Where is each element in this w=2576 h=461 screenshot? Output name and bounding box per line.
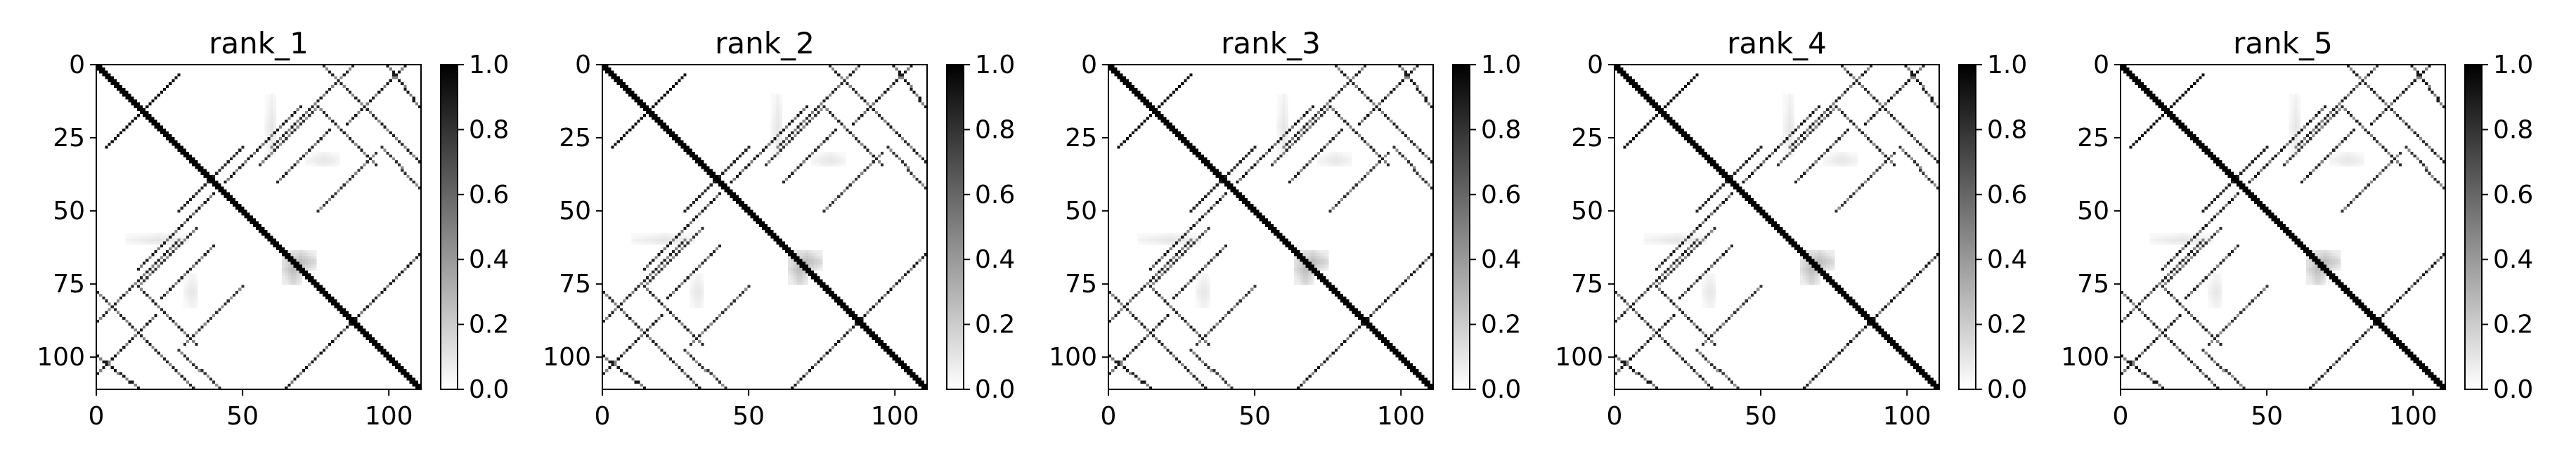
colorbar-tick-label: 0.2 bbox=[975, 311, 1015, 339]
x-tick-label: 50 bbox=[1238, 402, 1271, 431]
y-tick-label: 0 bbox=[1587, 51, 1603, 79]
y-tick-label: 0 bbox=[69, 51, 85, 79]
y-tick-label: 75 bbox=[1065, 270, 1097, 299]
colorbar-tick-label: 0.2 bbox=[1481, 311, 1521, 339]
x-tick-label: 50 bbox=[2251, 402, 2283, 431]
heatmap-image bbox=[96, 65, 421, 389]
x-tick-label: 50 bbox=[1745, 402, 1777, 431]
colorbar-tick-label: 0.4 bbox=[1481, 245, 1521, 274]
panel-title: rank_5 bbox=[2233, 26, 2333, 60]
heatmap-image bbox=[602, 65, 927, 389]
axes-frame bbox=[1108, 64, 1434, 390]
x-tick-label: 100 bbox=[365, 402, 413, 431]
heatmap-panel-5: rank_5 0 25 50 75 100 0 50 100 0.0 0.2 0.4 0.6 0.8 1.0 bbox=[2061, 26, 2533, 431]
axes-frame bbox=[2120, 64, 2446, 390]
y-tick-label: 50 bbox=[2077, 197, 2109, 226]
colorbar-tick-label: 0.4 bbox=[1987, 245, 2027, 274]
colorbar-tick-label: 1.0 bbox=[2493, 51, 2533, 79]
heatmap-image bbox=[1614, 65, 1939, 389]
y-tick-label: 50 bbox=[1065, 197, 1097, 226]
y-tick-label: 75 bbox=[53, 270, 85, 299]
colorbar-tick-label: 0.4 bbox=[975, 245, 1015, 274]
colorbar-tick-label: 0.2 bbox=[1987, 311, 2027, 339]
y-tick-label: 0 bbox=[2093, 51, 2109, 79]
panel-title: rank_1 bbox=[209, 26, 309, 60]
colorbar-tick-label: 0.4 bbox=[2493, 245, 2533, 274]
colorbar-tick-label: 1.0 bbox=[1481, 51, 1521, 79]
heatmap-image bbox=[2121, 65, 2445, 389]
y-tick-label: 75 bbox=[559, 270, 591, 299]
colorbar-tick-label: 0.0 bbox=[469, 375, 509, 404]
y-tick-label: 25 bbox=[1571, 124, 1603, 152]
x-tick-label: 0 bbox=[89, 402, 105, 431]
colorbar bbox=[440, 64, 458, 390]
heatmap-panel-1: rank_1 0 25 50 75 100 0 50 100 0.0 0.2 0.4 0.6 0.8 1.0 bbox=[37, 26, 509, 431]
y-tick-label: 100 bbox=[1049, 343, 1097, 372]
x-tick-label: 50 bbox=[732, 402, 765, 431]
y-tick-label: 25 bbox=[1065, 124, 1097, 152]
colorbar-tick-label: 0.0 bbox=[1987, 375, 2027, 404]
y-tick-label: 100 bbox=[543, 343, 591, 372]
colorbar-tick-label: 0.0 bbox=[2493, 375, 2533, 404]
y-tick-label: 100 bbox=[2061, 343, 2109, 372]
y-tick-label: 25 bbox=[53, 124, 85, 152]
colorbar bbox=[1958, 64, 1976, 390]
colorbar bbox=[2464, 64, 2483, 390]
colorbar-tick-label: 0.6 bbox=[975, 181, 1015, 209]
panel-title: rank_4 bbox=[1727, 26, 1827, 60]
colorbar-tick-label: 0.0 bbox=[1481, 375, 1521, 404]
colorbar-tick-label: 0.8 bbox=[2493, 115, 2533, 144]
colorbar-tick-label: 0.8 bbox=[1987, 115, 2027, 144]
colorbar-tick-label: 1.0 bbox=[469, 51, 509, 79]
colorbar-tick-label: 0.2 bbox=[469, 311, 509, 339]
x-tick-label: 50 bbox=[226, 402, 259, 431]
colorbar-tick-label: 0.4 bbox=[469, 245, 509, 274]
heatmap-panel-2: rank_2 0 25 50 75 100 0 50 100 0.0 0.2 0.4 0.6 0.8 1.0 bbox=[543, 26, 1015, 431]
x-tick-label: 100 bbox=[871, 402, 919, 431]
x-tick-label: 0 bbox=[595, 402, 611, 431]
panel-title: rank_3 bbox=[1221, 26, 1321, 60]
y-tick-label: 50 bbox=[53, 197, 85, 226]
panels: rank_1 0 25 50 75 100 0 50 100 0.0 0.2 0.4 0.6 0.8 1.0… bbox=[37, 26, 2533, 431]
y-tick-label: 25 bbox=[559, 124, 591, 152]
colorbar-tick-label: 0.8 bbox=[1481, 115, 1521, 144]
x-tick-label: 100 bbox=[2389, 402, 2438, 431]
colorbar bbox=[946, 64, 964, 390]
colorbar-tick-label: 0.6 bbox=[469, 181, 509, 209]
y-tick-label: 100 bbox=[1555, 343, 1603, 372]
axes-frame bbox=[96, 64, 422, 390]
y-tick-label: 25 bbox=[2077, 124, 2109, 152]
colorbar-tick-label: 0.2 bbox=[2493, 311, 2533, 339]
y-tick-label: 75 bbox=[1571, 270, 1603, 299]
y-tick-label: 0 bbox=[1081, 51, 1097, 79]
colorbar-tick-label: 1.0 bbox=[1987, 51, 2027, 79]
heatmap-panel-4: rank_4 0 25 50 75 100 0 50 100 0.0 0.2 0.4 0.6 0.8 1.0 bbox=[1555, 26, 2027, 431]
x-tick-label: 0 bbox=[2113, 402, 2129, 431]
x-tick-label: 0 bbox=[1101, 402, 1117, 431]
colorbar-tick-label: 0.6 bbox=[1987, 181, 2027, 209]
axes-frame bbox=[602, 64, 928, 390]
colorbar-tick-label: 0.8 bbox=[975, 115, 1015, 144]
heatmap-panel-3: rank_3 0 25 50 75 100 0 50 100 0.0 0.2 0.4 0.6 0.8 1.0 bbox=[1049, 26, 1521, 431]
colorbar-tick-label: 0.6 bbox=[1481, 181, 1521, 209]
x-tick-label: 0 bbox=[1607, 402, 1623, 431]
colorbar-tick-label: 0.8 bbox=[469, 115, 509, 144]
colorbar-tick-label: 0.6 bbox=[2493, 181, 2533, 209]
x-tick-label: 100 bbox=[1377, 402, 1425, 431]
y-tick-label: 100 bbox=[37, 343, 85, 372]
colorbar-tick-label: 0.0 bbox=[975, 375, 1015, 404]
axes-frame bbox=[1614, 64, 1940, 390]
y-tick-label: 50 bbox=[559, 197, 591, 226]
colorbar-tick-label: 1.0 bbox=[975, 51, 1015, 79]
y-tick-label: 75 bbox=[2077, 270, 2109, 299]
x-tick-label: 100 bbox=[1883, 402, 1931, 431]
y-tick-label: 0 bbox=[575, 51, 591, 79]
colorbar bbox=[1452, 64, 1470, 390]
y-tick-label: 50 bbox=[1571, 197, 1603, 226]
panel-title: rank_2 bbox=[715, 26, 815, 60]
heatmap-image bbox=[1108, 65, 1433, 389]
